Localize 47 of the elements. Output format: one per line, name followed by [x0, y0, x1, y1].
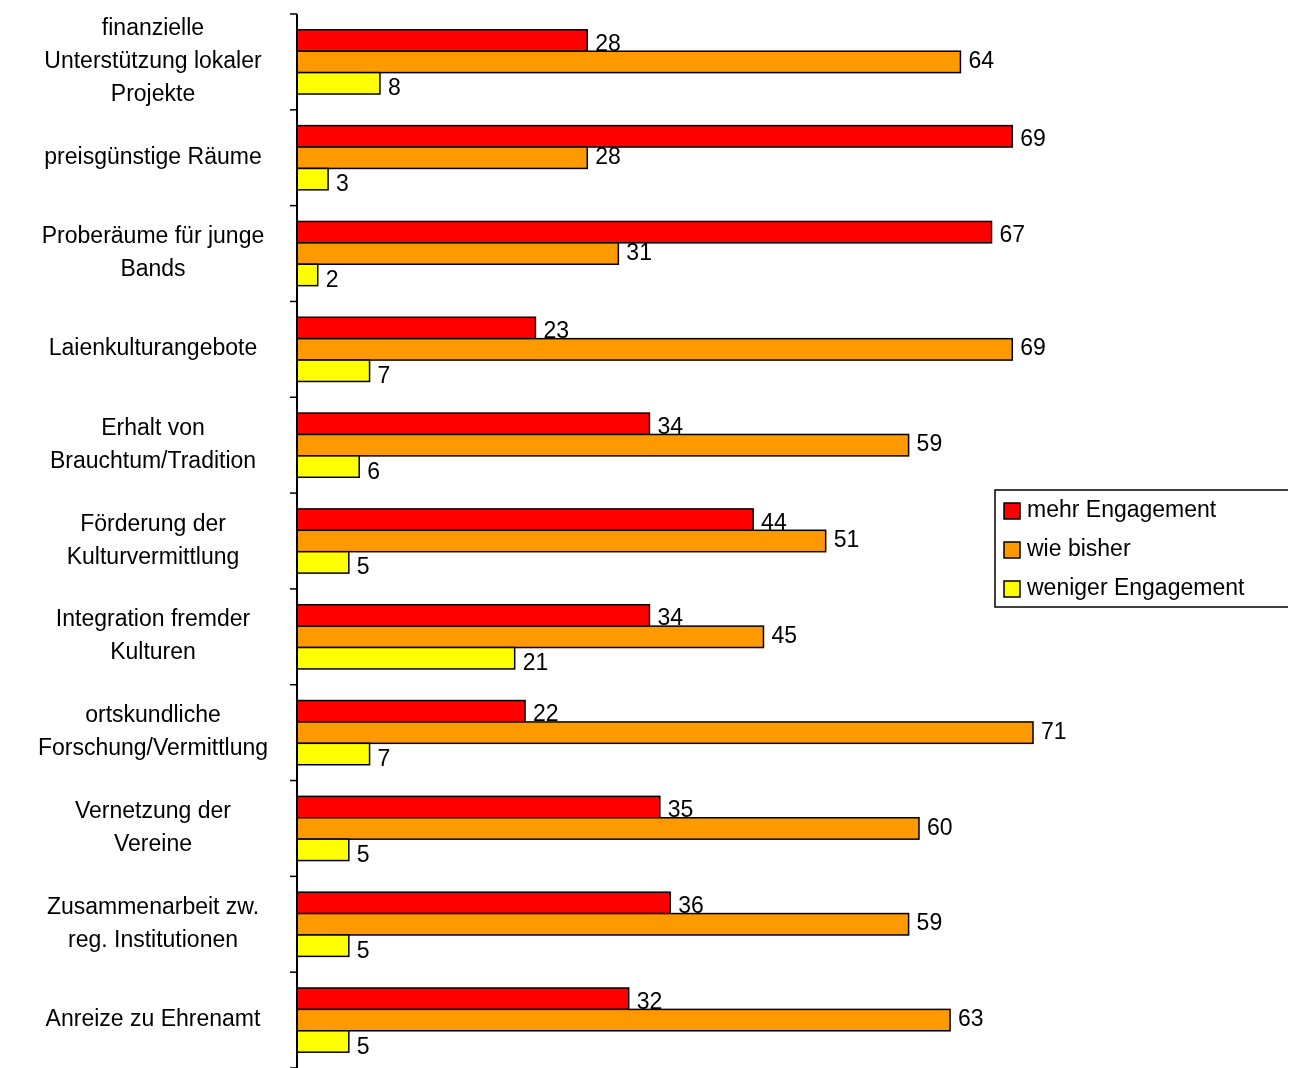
data-label: 23 — [543, 317, 570, 344]
data-label: 5 — [356, 1032, 370, 1059]
legend-label: mehr Engagement — [1027, 496, 1217, 523]
y-tick-label: Anreize zu Ehrenamt — [45, 1005, 261, 1032]
data-label: 8 — [387, 74, 401, 101]
data-label: 28 — [595, 142, 621, 169]
data-label: 31 — [626, 238, 652, 265]
data-label: 35 — [667, 796, 694, 823]
y-tick-label: Erhalt von Brauchtum/Tradition — [49, 413, 257, 473]
data-label: 51 — [833, 526, 860, 553]
y-tick-label: Vernetzung der Vereine — [74, 797, 232, 857]
y-tick-label: ortskundliche Forschung/Vermittlung — [37, 701, 269, 761]
data-label: 63 — [958, 1005, 984, 1032]
y-tick-label: Laienkulturangebote — [48, 334, 258, 361]
data-label: 22 — [533, 700, 559, 727]
data-label: 34 — [657, 604, 684, 631]
data-label: 34 — [657, 412, 684, 439]
y-tick-label: Integration fremder Kulturen — [55, 605, 251, 665]
legend-label: weniger Engagement — [1026, 574, 1245, 601]
data-label: 5 — [356, 936, 370, 963]
data-label: 2 — [325, 266, 339, 293]
data-label: 28 — [595, 29, 621, 56]
data-label: 7 — [377, 745, 391, 772]
data-label: 45 — [771, 621, 798, 648]
y-tick-label: Förderung der Kulturvermittlung — [66, 509, 240, 569]
data-label: 69 — [1020, 334, 1046, 361]
data-label: 69 — [1020, 125, 1046, 152]
y-tick-label: Proberäume für junge Bands — [41, 222, 265, 282]
data-label: 21 — [522, 649, 549, 676]
data-label: 32 — [636, 987, 663, 1014]
data-label: 6 — [367, 457, 380, 484]
data-label: 36 — [678, 891, 704, 918]
data-label: 71 — [1041, 717, 1067, 744]
legend-label: wie bisher — [1026, 535, 1131, 562]
y-tick-label: preisgünstige Räume — [44, 142, 262, 169]
data-label: 59 — [916, 430, 943, 457]
data-label: 67 — [999, 221, 1026, 248]
y-tick-label: finanzielle Unterstützung lokaler Projekte — [44, 13, 262, 106]
data-label: 5 — [356, 840, 370, 867]
y-tick-label: Zusammenarbeit zw. reg. Institutionen — [46, 892, 260, 952]
data-label: 3 — [336, 170, 349, 197]
data-label: 5 — [356, 553, 370, 580]
data-label: 60 — [926, 813, 953, 840]
data-label: 44 — [761, 508, 787, 535]
data-label: 7 — [377, 361, 391, 388]
data-label: 59 — [916, 909, 943, 936]
data-label: 64 — [968, 46, 995, 73]
